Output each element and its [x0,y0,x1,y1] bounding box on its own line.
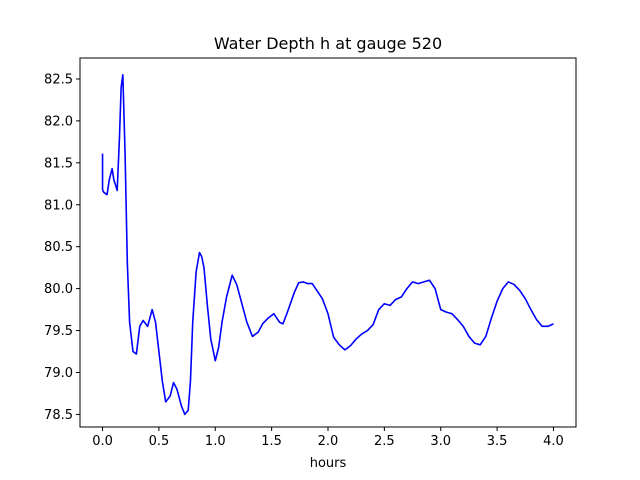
x-tick-label: 3.0 [430,434,451,449]
y-tick-label: 80.5 [44,240,73,255]
y-tick-label: 78.5 [44,408,73,423]
series-line-0 [101,73,554,416]
x-tick-label: 0.5 [149,434,170,449]
x-tick-label: 3.5 [487,434,508,449]
y-tick-label: 82.0 [44,114,73,129]
y-tick-label: 81.5 [44,156,73,171]
x-axis-label: hours [310,456,347,471]
x-tick-label: 4.0 [543,434,564,449]
y-tick-label: 79.0 [44,366,73,381]
y-tick-label: 81.0 [44,198,73,213]
plot-area [101,73,554,416]
y-axis: 78.5 79.0 79.5 80.0 80.5 81.0 81.5 82.0 82.5 [44,72,80,423]
x-tick-label: 1.5 [261,434,282,449]
chart-title: Water Depth h at gauge 520 [214,34,442,53]
plot-frame [79,57,577,428]
x-tick-label: 0.0 [92,434,113,449]
x-axis: 0.0 0.5 1.0 1.5 2.0 2.5 3.0 3.5 4.0 [92,427,564,449]
y-tick-label: 82.5 [44,72,73,87]
y-tick-label: 80.0 [44,282,73,297]
x-tick-label: 2.0 [318,434,339,449]
x-tick-label: 2.5 [374,434,395,449]
y-tick-label: 79.5 [44,324,73,339]
x-tick-label: 1.0 [205,434,226,449]
